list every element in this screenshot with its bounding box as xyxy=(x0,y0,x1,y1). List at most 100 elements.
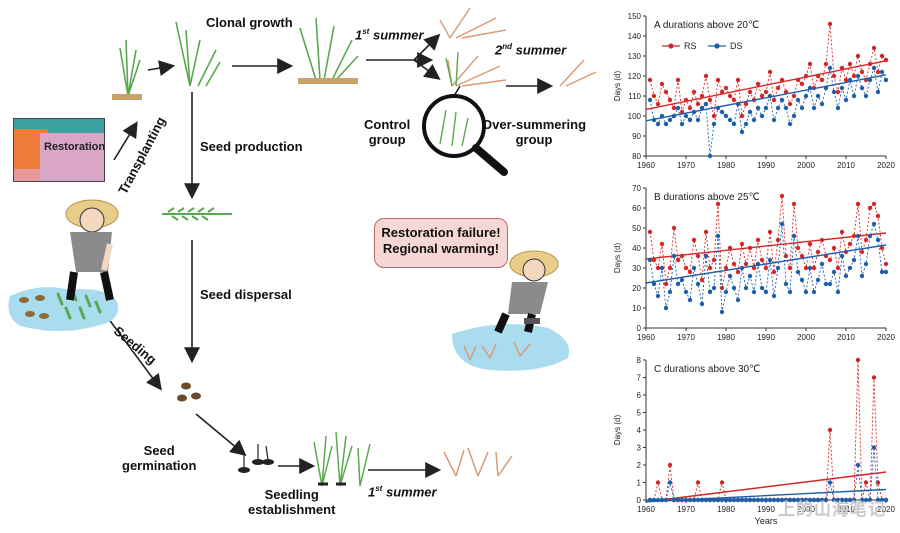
inset-region-pink xyxy=(40,133,104,181)
data-point-rs xyxy=(791,93,797,99)
data-point-ds xyxy=(875,237,881,243)
data-point-rs xyxy=(787,265,793,271)
data-point-ds xyxy=(819,497,825,503)
data-point-ds xyxy=(879,497,885,503)
data-point-rs xyxy=(711,113,717,119)
data-point-ds xyxy=(803,497,809,503)
y-tick-label: 90 xyxy=(632,132,641,141)
data-point-rs xyxy=(883,261,889,267)
data-point-rs xyxy=(651,93,657,99)
trend-line-ds xyxy=(645,74,887,122)
data-point-rs xyxy=(703,229,709,235)
data-point-ds xyxy=(747,273,753,279)
data-point-ds xyxy=(743,285,749,291)
data-point-ds xyxy=(839,497,845,503)
data-point-rs xyxy=(663,89,669,95)
data-point-ds xyxy=(811,497,817,503)
bubble-line-1: Restoration failure! xyxy=(381,225,501,240)
data-point-rs xyxy=(723,85,729,91)
trend-line-ds xyxy=(645,244,887,284)
clonal-growth-label: Clonal growth xyxy=(206,15,293,30)
seed-germination-label: Seed germination xyxy=(122,443,197,473)
data-point-ds xyxy=(867,233,873,239)
data-point-ds xyxy=(819,261,825,267)
legend-entry: DS xyxy=(730,41,743,51)
x-tick-label: 1980 xyxy=(717,505,735,514)
data-point-ds xyxy=(871,445,877,450)
data-point-rs xyxy=(715,201,721,207)
data-point-ds xyxy=(783,281,789,287)
data-point-ds xyxy=(715,233,721,239)
y-tick-label: 3 xyxy=(637,444,642,453)
data-point-rs xyxy=(751,265,757,271)
control-group-label: Control group xyxy=(364,117,411,147)
data-point-rs xyxy=(735,269,741,275)
data-point-ds xyxy=(719,309,725,315)
y-axis-label: Days (d) xyxy=(613,71,622,102)
data-point-ds xyxy=(731,497,737,503)
data-point-rs xyxy=(827,427,833,433)
trend-line-rs xyxy=(645,232,887,260)
trend-line-rs xyxy=(645,60,887,111)
data-point-ds xyxy=(679,277,685,283)
seed-dispersal-label: Seed dispersal xyxy=(200,287,292,302)
data-point-rs xyxy=(687,105,693,111)
seed-production-label: Seed production xyxy=(200,139,303,154)
data-point-rs xyxy=(767,69,773,75)
data-point-ds xyxy=(675,281,681,287)
data-point-rs xyxy=(795,245,801,251)
data-point-ds xyxy=(835,497,841,503)
data-point-ds xyxy=(831,497,837,503)
data-point-ds xyxy=(775,105,781,111)
clonal-plant-icon xyxy=(175,21,221,87)
data-point-rs xyxy=(879,245,885,251)
x-tick-label: 1970 xyxy=(677,161,695,170)
data-point-ds xyxy=(803,93,809,99)
data-point-ds xyxy=(827,480,833,485)
data-point-ds xyxy=(875,497,881,503)
data-point-ds xyxy=(847,497,853,503)
chart-title: A durations above 20℃ xyxy=(654,20,759,31)
data-point-rs xyxy=(847,241,853,247)
data-point-rs xyxy=(819,77,825,83)
data-point-ds xyxy=(871,65,877,71)
y-tick-label: 7 xyxy=(637,374,642,383)
data-point-ds xyxy=(779,97,785,103)
farmer-icon xyxy=(65,199,119,301)
dead-seedlings-icon xyxy=(443,447,513,477)
data-point-ds xyxy=(647,257,653,263)
data-point-rs xyxy=(863,480,869,485)
data-point-rs xyxy=(855,201,861,207)
data-point-ds xyxy=(759,285,765,291)
data-point-ds xyxy=(683,289,689,295)
y-tick-label: 50 xyxy=(632,224,641,233)
data-point-ds xyxy=(731,285,737,291)
data-point-ds xyxy=(707,289,713,295)
data-point-ds xyxy=(831,89,837,95)
data-point-ds xyxy=(651,281,657,287)
data-point-ds xyxy=(703,101,709,107)
green-sprouts-icon xyxy=(445,51,459,87)
data-point-rs xyxy=(855,357,861,363)
data-point-rs xyxy=(691,89,697,95)
data-point-rs xyxy=(803,265,809,271)
y-tick-label: 150 xyxy=(628,12,642,21)
y-tick-label: 0 xyxy=(637,496,642,505)
x-tick-label: 1980 xyxy=(717,161,735,170)
data-point-rs xyxy=(771,269,777,275)
data-point-rs xyxy=(655,480,661,485)
data-point-ds xyxy=(883,497,889,503)
y-tick-label: 70 xyxy=(632,184,641,193)
y-tick-label: 60 xyxy=(632,204,641,213)
data-point-rs xyxy=(743,101,749,107)
series-line-ds xyxy=(650,447,886,501)
data-point-ds xyxy=(707,153,713,159)
data-point-ds xyxy=(811,289,817,295)
data-point-ds xyxy=(775,265,781,271)
data-point-rs xyxy=(783,253,789,259)
data-point-ds xyxy=(799,105,805,111)
data-point-rs xyxy=(855,53,861,59)
data-point-rs xyxy=(859,69,865,75)
data-point-ds xyxy=(819,101,825,107)
y-tick-label: 80 xyxy=(632,152,641,161)
